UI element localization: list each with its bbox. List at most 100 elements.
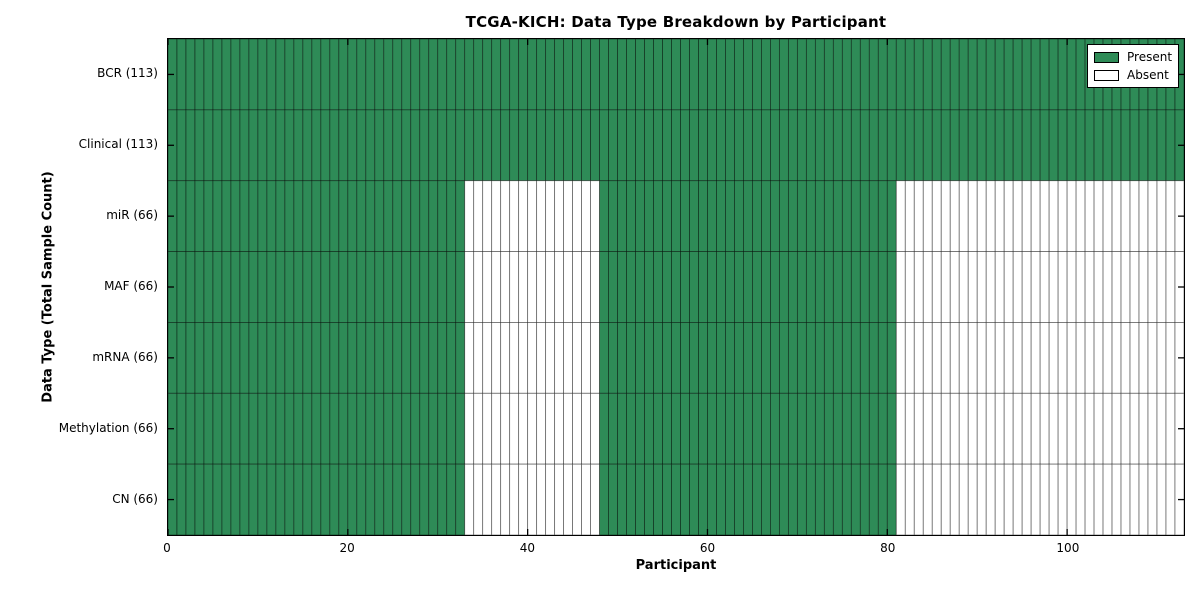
heatmap-cell — [347, 251, 358, 323]
heatmap-cell — [473, 39, 484, 111]
heatmap-cell — [617, 109, 627, 182]
heatmap-cell — [913, 392, 924, 465]
heatmap-cell — [689, 180, 699, 252]
heatmap-cell — [203, 251, 214, 323]
heatmap-cell — [1039, 109, 1050, 182]
heatmap-cell — [805, 251, 816, 323]
heatmap-cell — [940, 109, 951, 182]
heatmap-cell — [976, 39, 987, 111]
heatmap-cell — [491, 109, 502, 182]
heatmap-cell — [689, 463, 699, 535]
heatmap-cell — [841, 463, 852, 535]
heatmap-cell — [689, 322, 699, 394]
heatmap-cell — [563, 39, 574, 111]
heatmap-cell — [266, 322, 277, 394]
heatmap-cell — [185, 392, 196, 465]
heatmap-cell — [967, 109, 978, 182]
heatmap-cell — [823, 180, 834, 252]
heatmap-cell — [1012, 392, 1023, 465]
heatmap-cell — [868, 180, 879, 252]
heatmap-cell — [1012, 39, 1023, 111]
heatmap-cell — [599, 39, 609, 111]
heatmap-cell — [320, 463, 331, 535]
heatmap-cell — [383, 109, 394, 182]
heatmap-cell — [473, 180, 484, 252]
heatmap-cell — [1048, 109, 1059, 182]
heatmap-cell — [608, 251, 618, 323]
heatmap-cell — [886, 322, 897, 394]
heatmap-cell — [761, 180, 771, 252]
heatmap-cell — [239, 392, 250, 465]
heatmap-cell — [778, 109, 789, 182]
heatmap-cell — [976, 322, 987, 394]
heatmap-cell — [1084, 180, 1095, 252]
heatmap-cell — [536, 322, 547, 394]
heatmap-cell — [868, 392, 879, 465]
heatmap-cell — [194, 39, 205, 111]
heatmap-cell — [599, 322, 609, 394]
heatmap-cell — [689, 251, 699, 323]
heatmap-cell — [868, 39, 879, 111]
heatmap-cell — [877, 322, 888, 394]
heatmap-cell — [1030, 39, 1041, 111]
heatmap-cell — [904, 463, 915, 535]
heatmap-cell — [868, 463, 879, 535]
heatmap-cell — [922, 322, 933, 394]
heatmap-cell — [527, 109, 538, 182]
heatmap-cell — [949, 39, 960, 111]
heatmap-cell — [949, 322, 960, 394]
heatmap-cell — [1021, 322, 1032, 394]
heatmap-cell — [734, 251, 744, 323]
heatmap-cell — [608, 392, 618, 465]
heatmap-cell — [302, 180, 313, 252]
heatmap-cell — [329, 392, 340, 465]
heatmap-cell — [194, 109, 205, 182]
heatmap-cell — [671, 322, 681, 394]
heatmap-cell — [967, 322, 978, 394]
heatmap-cell — [626, 463, 636, 535]
x-tick-label: 20 — [339, 541, 355, 555]
heatmap-cell — [886, 251, 897, 323]
heatmap-cell — [743, 463, 753, 535]
heatmap-cell — [841, 180, 852, 252]
heatmap-cell — [778, 392, 789, 465]
heatmap-cell — [859, 322, 870, 394]
heatmap-cell — [257, 109, 268, 182]
heatmap-cell — [994, 251, 1005, 323]
heatmap-cell — [707, 109, 717, 182]
heatmap-cell — [841, 392, 852, 465]
heatmap-cell — [518, 39, 529, 111]
heatmap-cell — [770, 392, 780, 465]
heatmap-cell — [302, 322, 313, 394]
heatmap-cell — [284, 180, 295, 252]
heatmap-cell — [680, 322, 690, 394]
heatmap-cell — [994, 392, 1005, 465]
heatmap-cell — [814, 322, 825, 394]
heatmap-cell — [904, 392, 915, 465]
heatmap-cell — [518, 392, 529, 465]
heatmap-cell — [446, 463, 457, 535]
heatmap-cell — [563, 463, 574, 535]
heatmap-cell — [509, 463, 520, 535]
heatmap-cell — [365, 392, 376, 465]
heatmap-cell — [248, 463, 259, 535]
heatmap-cell — [536, 109, 547, 182]
heatmap-cell — [895, 109, 906, 182]
heatmap-cell — [1030, 180, 1041, 252]
heatmap-cell — [491, 463, 502, 535]
heatmap-cell — [877, 109, 888, 182]
heatmap-cell — [1048, 39, 1059, 111]
heatmap-cell — [176, 251, 187, 323]
heatmap-cell — [1030, 251, 1041, 323]
heatmap-cell — [805, 180, 816, 252]
heatmap-cell — [311, 39, 322, 111]
present-swatch-icon — [1094, 51, 1119, 63]
heatmap-cell — [221, 322, 232, 394]
heatmap-cell — [419, 322, 430, 394]
heatmap-cell — [913, 322, 924, 394]
heatmap-cell — [653, 180, 663, 252]
heatmap-cell — [1138, 392, 1149, 465]
heatmap-cell — [554, 322, 565, 394]
heatmap-cell — [796, 322, 807, 394]
heatmap-cell — [778, 251, 789, 323]
